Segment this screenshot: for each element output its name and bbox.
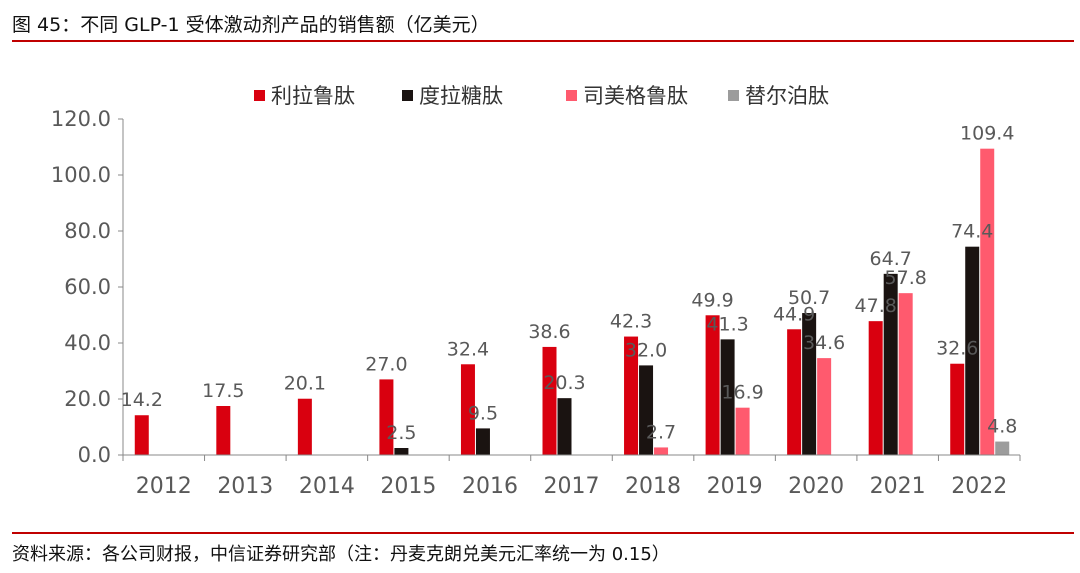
title-divider — [12, 40, 1074, 42]
x-tick-label: 2018 — [625, 474, 681, 499]
data-label: 27.0 — [365, 353, 407, 375]
legend-swatch — [566, 90, 577, 101]
x-axis: 2012 2013 2014 2015 2016 2017 2018 2019 2020 2021… — [122, 454, 1021, 499]
data-label: 34.6 — [803, 332, 845, 354]
bar — [817, 358, 832, 455]
bar — [475, 428, 490, 455]
figure-title: 图 45：不同 GLP-1 受体激动剂产品的销售额（亿美元） — [12, 14, 490, 36]
bar — [557, 398, 572, 455]
bar — [460, 364, 475, 455]
data-label: 2.5 — [386, 422, 416, 444]
data-label: 42.3 — [610, 311, 652, 333]
bar — [379, 379, 394, 455]
data-label: 41.3 — [706, 313, 748, 335]
x-tick-label: 2017 — [544, 474, 600, 499]
bar — [542, 346, 557, 455]
y-tick-label: 100.0 — [51, 163, 111, 187]
bar — [705, 315, 720, 455]
bar — [787, 329, 802, 455]
data-label: 20.3 — [543, 372, 585, 394]
data-label: 4.8 — [987, 416, 1017, 438]
bar — [394, 448, 409, 455]
y-tick-label: 120.0 — [51, 107, 111, 131]
legend-label: 司美格鲁肽 — [583, 84, 688, 108]
bar — [216, 406, 231, 455]
y-tick-label: 40.0 — [64, 331, 111, 355]
data-label: 49.9 — [691, 289, 733, 311]
bar — [802, 313, 817, 455]
data-label: 32.6 — [936, 338, 978, 360]
x-tick-label: 2016 — [462, 474, 518, 499]
source-note: 资料来源：各公司财报，中信证券研究部（注：丹麦克朗兑美元汇率统一为 0.15） — [12, 544, 670, 565]
chart-legend: 利拉鲁肽 度拉糖肽 司美格鲁肽 替尔泊肽 — [254, 84, 829, 108]
legend-swatch — [728, 90, 739, 101]
data-label: 47.8 — [855, 295, 897, 317]
source-divider — [12, 532, 1074, 534]
data-label: 2.7 — [646, 421, 676, 443]
bar — [134, 415, 149, 455]
y-axis: 0.0 20.0 40.0 60.0 80.0 100.0 120.0 — [51, 107, 124, 467]
data-label: 38.6 — [528, 321, 570, 343]
bar — [297, 398, 312, 455]
legend-label: 度拉糖肽 — [419, 84, 503, 108]
x-tick-label: 2022 — [951, 474, 1007, 499]
bar — [965, 246, 980, 455]
y-tick-label: 60.0 — [64, 275, 111, 299]
data-label: 32.4 — [447, 338, 489, 360]
data-label: 50.7 — [788, 287, 830, 309]
bar — [654, 447, 669, 455]
bar — [980, 148, 995, 455]
data-label: 9.5 — [468, 402, 498, 424]
bar — [898, 293, 913, 455]
data-label: 17.5 — [202, 380, 244, 402]
bar — [995, 441, 1010, 455]
x-tick-label: 2020 — [788, 474, 844, 499]
data-label: 57.8 — [885, 267, 927, 289]
y-tick-label: 0.0 — [78, 443, 111, 467]
bar — [950, 363, 965, 455]
x-tick-label: 2012 — [136, 474, 192, 499]
data-label: 74.4 — [951, 221, 993, 243]
bar — [720, 339, 735, 455]
legend-label: 利拉鲁肽 — [271, 84, 355, 108]
data-label: 109.4 — [960, 123, 1014, 145]
legend-label: 替尔泊肽 — [745, 84, 829, 108]
data-label: 16.9 — [721, 382, 763, 404]
bar — [735, 407, 750, 455]
bars-group — [134, 148, 1010, 455]
data-label: 64.7 — [870, 248, 912, 270]
bar — [868, 321, 883, 455]
legend-swatch — [254, 90, 265, 101]
bar — [624, 336, 639, 455]
data-label: 14.2 — [121, 389, 163, 411]
bar — [639, 365, 654, 455]
data-label: 32.0 — [625, 339, 667, 361]
x-tick-label: 2013 — [217, 474, 273, 499]
data-label: 44.9 — [773, 303, 815, 325]
legend-swatch — [402, 90, 413, 101]
x-tick-label: 2019 — [707, 474, 763, 499]
x-tick-label: 2021 — [870, 474, 926, 499]
bar — [883, 273, 898, 455]
data-labels: 14.2 17.5 20.1 27.0 32.4 38.6 42.3 49.9 44.9 47.8… — [121, 123, 1018, 444]
x-tick-label: 2014 — [299, 474, 355, 499]
x-tick-label: 2015 — [380, 474, 436, 499]
y-tick-label: 20.0 — [64, 387, 111, 411]
data-label: 20.1 — [284, 373, 326, 395]
y-tick-label: 80.0 — [64, 219, 111, 243]
